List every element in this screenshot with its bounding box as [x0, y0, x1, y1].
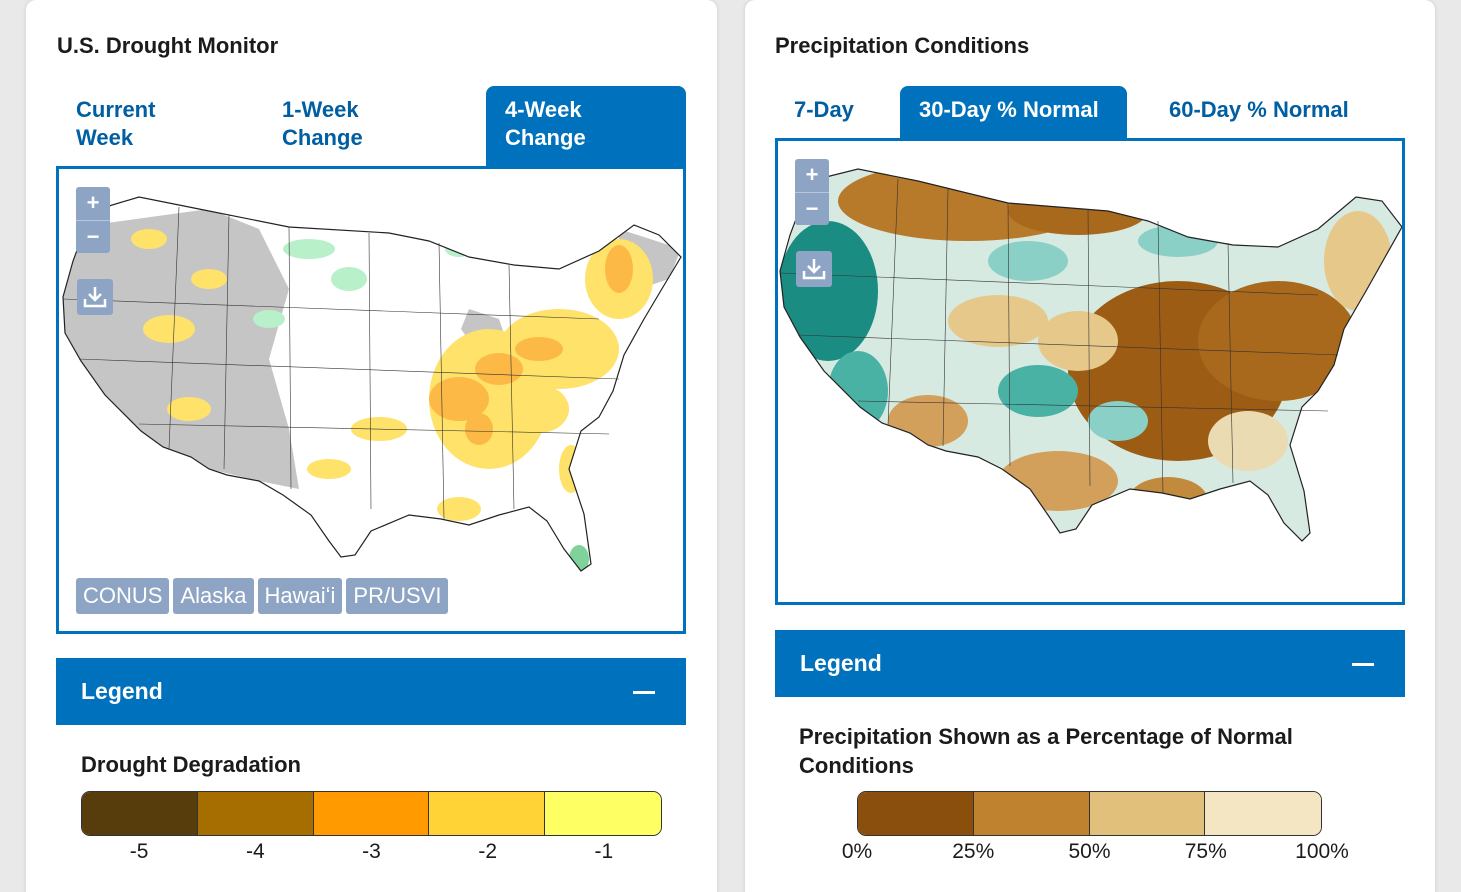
tab-60-day-normal[interactable]: 60-Day % Normal [1169, 97, 1349, 122]
tab-label-line2: Week [76, 125, 134, 150]
tab-1-week-change[interactable]: 1-Week Change [282, 96, 462, 166]
region-button-alaska[interactable]: Alaska [173, 578, 254, 614]
legend-swatch [1205, 792, 1321, 835]
legend-tick-label: 0% [841, 840, 873, 863]
legend-subtitle: Drought Degradation [81, 752, 301, 777]
precipitation-title: Precipitation Conditions [775, 33, 1030, 58]
region-button-pr-usvi[interactable]: PR/USVI [346, 578, 449, 614]
legend-tick-label: 25% [952, 840, 995, 863]
drought-map[interactable]: + − CONUS Alaska Hawaiʻi PR/USVI [56, 166, 686, 634]
precipitation-legend-swatches [857, 791, 1322, 836]
download-button[interactable] [77, 279, 113, 315]
tab-label-line1: 4-Week [505, 97, 582, 122]
legend-tick-label: -5 [129, 840, 149, 863]
legend-tick-label: 100% [1295, 840, 1349, 863]
drought-map-image [62, 196, 682, 572]
drought-legend-swatches [81, 791, 662, 836]
download-button[interactable] [796, 251, 832, 287]
download-icon [802, 259, 826, 280]
legend-swatch [313, 792, 430, 835]
collapse-icon[interactable] [1352, 663, 1374, 666]
tab-label-line2: Change [282, 125, 363, 150]
legend-header[interactable]: Legend [775, 630, 1405, 697]
legend-header[interactable]: Legend [56, 658, 686, 725]
zoom-out-button[interactable]: − [76, 220, 110, 253]
precipitation-card: Precipitation Conditions 7-Day 30-Day % … [745, 0, 1435, 892]
tab-7-day[interactable]: 7-Day [794, 97, 854, 122]
drought-monitor-title: U.S. Drought Monitor [57, 33, 279, 58]
precipitation-map[interactable]: + − [775, 138, 1405, 605]
collapse-icon[interactable] [633, 691, 655, 694]
zoom-in-button[interactable]: + [805, 162, 819, 187]
legend-tick-label: -1 [594, 840, 614, 863]
legend-subtitle-line1: Precipitation Shown as a Percentage of N… [799, 724, 1293, 749]
legend-label: Legend [81, 678, 163, 704]
tab-label-line1: 1-Week [282, 97, 359, 122]
legend-swatch [1089, 792, 1206, 835]
legend-swatch [82, 792, 198, 835]
zoom-control: + − [795, 159, 829, 225]
legend-tick-label: -2 [478, 840, 498, 863]
tab-4-week-change[interactable]: 4-Week Change [486, 86, 686, 166]
legend-subtitle-line2: Conditions [799, 753, 914, 778]
legend-swatch [858, 792, 974, 835]
region-buttons: CONUS Alaska Hawaiʻi PR/USVI [76, 578, 449, 614]
zoom-in-button[interactable]: + [86, 190, 100, 215]
legend-swatch [545, 792, 661, 835]
zoom-out-button[interactable]: − [795, 192, 829, 225]
drought-monitor-card: U.S. Drought Monitor Current Week 1-Week… [26, 0, 717, 892]
legend-tick-label: 50% [1068, 840, 1111, 863]
tab-label-line1: Current [76, 97, 156, 122]
tab-current-week[interactable]: Current Week [76, 96, 256, 166]
legend-swatch [197, 792, 314, 835]
legend-swatch [429, 792, 546, 835]
zoom-control: + − [76, 187, 110, 253]
legend-tick-label: -3 [362, 840, 381, 863]
tab-30-day-normal[interactable]: 30-Day % Normal [900, 86, 1127, 138]
download-icon [83, 287, 107, 308]
tab-label-line2: Change [505, 125, 586, 150]
legend-subtitle: Precipitation Shown as a Percentage of N… [799, 722, 1293, 780]
legend-tick-label: -4 [245, 840, 265, 863]
region-button-conus[interactable]: CONUS [76, 578, 170, 614]
region-button-hawaii[interactable]: Hawaiʻi [257, 578, 343, 614]
legend-tick-label: 75% [1184, 840, 1227, 863]
legend-label: Legend [800, 650, 882, 676]
precipitation-map-image [779, 168, 1402, 542]
legend-swatch [973, 792, 1090, 835]
